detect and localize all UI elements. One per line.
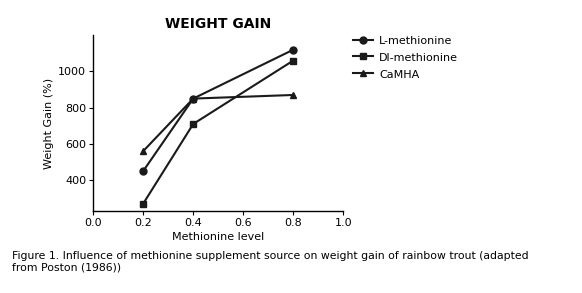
Line: L-methionine: L-methionine xyxy=(140,46,297,175)
L-methionine xyxy=(140,169,147,173)
L-methionine xyxy=(190,97,197,100)
Dl-methionine xyxy=(190,122,197,126)
Line: CaMHA: CaMHA xyxy=(140,91,297,155)
Y-axis label: Weight Gain (%): Weight Gain (%) xyxy=(44,77,54,169)
X-axis label: Methionine level: Methionine level xyxy=(172,232,264,242)
CaMHA xyxy=(140,149,147,153)
L-methionine xyxy=(290,48,297,51)
Title: WEIGHT GAIN: WEIGHT GAIN xyxy=(165,17,271,31)
Dl-methionine xyxy=(290,59,297,62)
CaMHA xyxy=(290,93,297,97)
Dl-methionine xyxy=(140,202,147,205)
CaMHA xyxy=(190,97,197,100)
Legend: L-methionine, Dl-methionine, CaMHA: L-methionine, Dl-methionine, CaMHA xyxy=(353,35,458,80)
Line: Dl-methionine: Dl-methionine xyxy=(140,57,297,207)
Text: Figure 1. Influence of methionine supplement source on weight gain of rainbow tr: Figure 1. Influence of methionine supple… xyxy=(12,251,528,272)
